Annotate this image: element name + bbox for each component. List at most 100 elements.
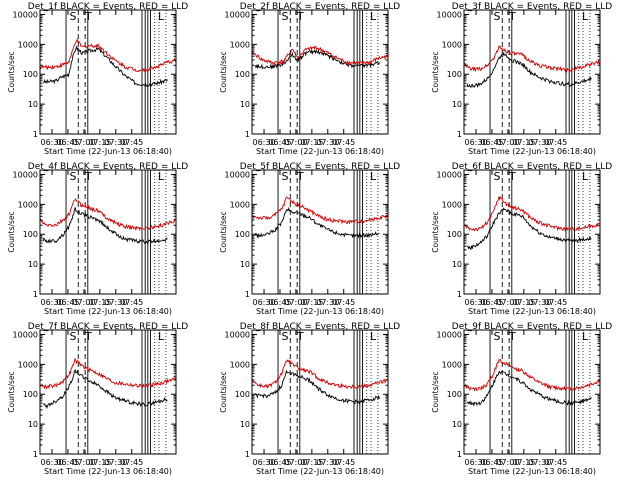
x-tick-label: 07:15 (512, 298, 535, 307)
x-axis-label: Start Time (22-Jun-13 06:18:40) (44, 467, 172, 476)
x-tick-label: 07:15 (88, 298, 111, 307)
x-tick-label: 07:30 (528, 458, 551, 467)
y-tick-label: 1 (245, 450, 250, 459)
x-tick-label: 07:30 (316, 298, 339, 307)
y-tick-label: 10 (240, 100, 250, 109)
y-tick-label: 10000 (13, 170, 38, 179)
series-lld (39, 38, 176, 73)
x-tick-label: 06:45 (480, 138, 503, 147)
event-letter-l: L (158, 10, 165, 23)
y-tick-label: 1000 (230, 200, 250, 209)
x-tick-label: 07:45 (544, 138, 567, 147)
series-lld (39, 198, 176, 232)
series-events (466, 370, 592, 407)
event-letter-s: S (493, 330, 500, 343)
x-tick-label: 06:45 (268, 298, 291, 307)
series-lld (39, 358, 176, 390)
series-lld (463, 44, 600, 73)
event-letter-s: S (493, 170, 500, 183)
x-tick-label: 07:15 (88, 138, 111, 147)
y-tick-label: 100 (447, 390, 462, 399)
plot-frame (463, 9, 601, 135)
y-tick-label: 1000 (18, 360, 38, 369)
y-tick-label: 1000 (442, 200, 462, 209)
y-tick-label: 100 (23, 70, 38, 79)
y-tick-label: 1000 (18, 200, 38, 209)
series-events (254, 369, 380, 405)
plot-frame (251, 169, 389, 295)
x-tick-label: 07:00 (496, 458, 519, 467)
event-letter-l: L (370, 10, 377, 23)
y-tick-label: 10 (452, 420, 462, 429)
event-letter-l: L (370, 330, 377, 343)
chart-title: Det_5f BLACK = Events, RED = LLD (240, 162, 400, 172)
x-tick-label: 06:30 (253, 138, 276, 147)
x-tick-label: 07:45 (332, 138, 355, 147)
event-letter-t: T (84, 330, 92, 343)
x-axis-label: Start Time (22-Jun-13 06:18:40) (256, 307, 384, 316)
y-tick-label: 10 (28, 100, 38, 109)
x-tick-label: 07:00 (284, 458, 307, 467)
x-tick-label: 07:30 (104, 298, 127, 307)
chart-title: Det_3f BLACK = Events, RED = LLD (452, 2, 612, 12)
y-tick-label: 10 (452, 260, 462, 269)
event-letter-t: T (296, 170, 304, 183)
x-tick-label: 07:15 (300, 458, 323, 467)
y-tick-label: 1 (457, 130, 462, 139)
x-axis-label: Start Time (22-Jun-13 06:18:40) (468, 307, 596, 316)
y-tick-label: 1000 (442, 360, 462, 369)
x-tick-label: 06:30 (253, 458, 276, 467)
y-tick-label: 100 (447, 230, 462, 239)
event-letter-t: T (84, 170, 92, 183)
y-tick-label: 100 (235, 390, 250, 399)
plot-frame (251, 329, 389, 455)
y-tick-label: 10000 (225, 10, 250, 19)
series-events (466, 207, 592, 251)
chart-title: Det_9f BLACK = Events, RED = LLD (452, 322, 612, 332)
x-axis-label: Start Time (22-Jun-13 06:18:40) (256, 147, 384, 156)
y-tick-label: 1 (245, 290, 250, 299)
event-letter-s: S (69, 10, 76, 23)
series-events (466, 52, 592, 89)
plot-frame (463, 329, 601, 455)
y-tick-label: 1 (33, 130, 38, 139)
x-tick-label: 06:45 (56, 138, 79, 147)
x-tick-label: 07:30 (528, 138, 551, 147)
y-tick-label: 10000 (437, 10, 462, 19)
chart-title: Det_8f BLACK = Events, RED = LLD (240, 322, 400, 332)
x-tick-label: 07:45 (120, 298, 143, 307)
plot-frame (39, 329, 177, 455)
event-letter-l: L (582, 170, 589, 183)
event-letter-s: S (493, 10, 500, 23)
x-tick-label: 06:30 (465, 458, 488, 467)
plot-frame (39, 9, 177, 135)
x-tick-label: 07:45 (332, 298, 355, 307)
y-tick-label: 1000 (18, 40, 38, 49)
event-letter-t: T (296, 10, 304, 23)
x-axis-label: Start Time (22-Jun-13 06:18:40) (44, 307, 172, 316)
y-tick-label: 10000 (13, 330, 38, 339)
event-letter-t: T (296, 330, 304, 343)
x-axis-label: Start Time (22-Jun-13 06:18:40) (256, 467, 384, 476)
y-tick-label: 10000 (225, 330, 250, 339)
x-tick-label: 06:30 (253, 298, 276, 307)
series-lld (463, 358, 600, 392)
x-tick-label: 07:00 (284, 138, 307, 147)
event-letter-l: L (158, 330, 165, 343)
y-axis-label: Counts/sec (431, 51, 440, 92)
y-axis-label: Counts/sec (7, 51, 16, 92)
event-letter-l: L (582, 330, 589, 343)
y-tick-label: 1 (33, 290, 38, 299)
y-tick-label: 1000 (442, 40, 462, 49)
event-letter-s: S (281, 10, 288, 23)
x-tick-label: 07:00 (72, 458, 95, 467)
x-tick-label: 07:15 (88, 458, 111, 467)
x-tick-label: 07:30 (316, 138, 339, 147)
event-letter-l: L (158, 170, 165, 183)
y-tick-label: 10 (452, 100, 462, 109)
plot-frame (251, 9, 389, 135)
